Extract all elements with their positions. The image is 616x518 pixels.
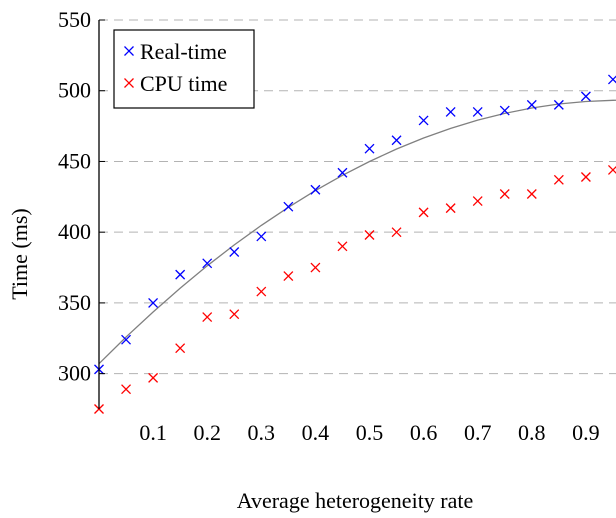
data-point-cpu-time [121,384,132,395]
data-point-real-time [553,99,564,110]
data-point-cpu-time [418,207,429,218]
legend-cross-real-time [124,46,134,56]
data-point-real-time [121,334,132,345]
data-point-cpu-time [337,241,348,252]
data-point-cpu-time [391,227,402,238]
y-tick-label: 550 [58,7,91,32]
y-axis-label: Time (ms) [7,208,32,299]
data-point-real-time [202,258,213,269]
data-point-real-time [391,135,402,146]
data-point-real-time [229,247,240,257]
legend-box [113,29,255,109]
data-point-cpu-time [202,312,213,323]
legend-cross-cpu-time [124,78,134,88]
grid-lines [99,19,616,375]
data-point-cpu-time [256,286,267,297]
legend-label-cpu-time: CPU time [140,71,227,96]
data-point-cpu-time [445,203,456,214]
data-point-cpu-time [148,372,159,383]
data-point-cpu-time [175,343,186,354]
x-tick-labels: 0.1 0.2 0.3 0.4 0.5 0.6 0.7 0.8 0.9 [139,420,599,445]
x-axis-label: Average heterogeneity rate [237,488,474,513]
marks-layer [94,74,616,414]
data-point-real-time [580,91,591,102]
y-tick-label: 350 [58,290,91,315]
y-tick-label: 300 [58,361,91,386]
x-tick-label: 0.5 [356,420,384,445]
data-point-real-time [526,99,537,110]
trend-line [98,99,616,365]
legend-label-real-time: Real-time [140,39,227,64]
x-tick-label: 0.9 [572,420,600,445]
data-point-real-time [175,269,186,280]
x-tick-label: 0.1 [139,420,167,445]
data-point-real-time [283,201,294,212]
data-point-real-time [418,115,429,126]
x-tick-label: 0.4 [302,420,330,445]
data-point-real-time [310,184,321,195]
data-point-real-time [148,297,159,308]
y-tick-label: 400 [58,219,91,244]
data-point-real-time [337,167,348,178]
data-point-cpu-time [364,230,375,240]
data-point-cpu-time [472,196,483,207]
y-tick-label: 450 [58,148,91,173]
legend-marker-cpu-time [124,78,134,88]
trend-line-layer [98,99,616,365]
data-point-cpu-time [229,309,240,320]
data-point-cpu-time [580,172,591,182]
data-point-real-time [499,105,510,116]
x-tick-label: 0.6 [410,420,438,445]
x-tick-label: 0.2 [193,420,221,445]
data-point-cpu-time [499,189,510,199]
y-tick-label: 500 [58,78,91,103]
data-point-real-time [472,106,483,117]
x-tick-label: 0.7 [464,420,492,445]
x-tick-label: 0.3 [248,420,276,445]
data-point-cpu-time [553,174,564,185]
data-point-real-time [607,74,616,85]
data-point-cpu-time [283,271,294,281]
legend: Real-time CPU time [113,29,255,109]
data-point-cpu-time [526,189,537,199]
data-point-real-time [445,106,456,117]
data-point-cpu-time [310,262,321,273]
data-point-cpu-time [607,164,616,175]
legend-marker-real-time [124,46,134,56]
data-point-real-time [256,231,267,242]
y-tick-labels: 300 350 400 450 500 550 [58,7,105,386]
data-point-real-time [364,143,375,154]
x-tick-label: 0.8 [518,420,546,445]
